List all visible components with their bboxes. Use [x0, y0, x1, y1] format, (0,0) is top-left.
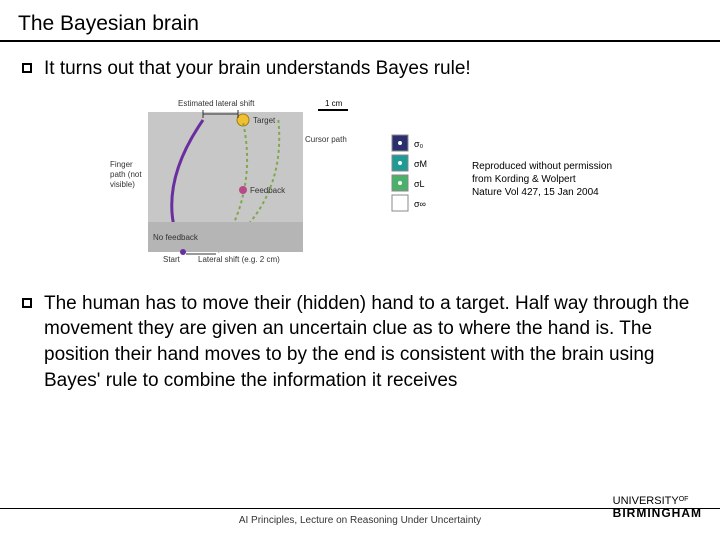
- bullet-1-text: It turns out that your brain understands…: [44, 56, 698, 82]
- svg-text:Estimated lateral shift: Estimated lateral shift: [178, 99, 255, 108]
- legend-block: σ₀ σM σL σ∞: [390, 127, 450, 232]
- caption-line-2: from Kording & Wolpert: [472, 173, 612, 186]
- svg-text:Feedback: Feedback: [250, 186, 286, 195]
- slide-title: The Bayesian brain: [0, 0, 720, 42]
- figure-row: Estimated lateral shift Target Feedback Cur…: [22, 92, 698, 267]
- bullet-1: It turns out that your brain understands…: [22, 56, 698, 82]
- figure-caption: Reproduced without permission from Kordi…: [472, 160, 612, 199]
- university-logo: UNIVERSITYOF BIRMINGHAM: [613, 496, 702, 520]
- bullet-marker: [22, 63, 32, 73]
- svg-text:σ₀: σ₀: [414, 139, 424, 149]
- svg-text:σL: σL: [414, 179, 425, 189]
- bullet-marker: [22, 298, 32, 308]
- svg-text:Start: Start: [163, 255, 181, 264]
- sigma-legend: σ₀ σM σL σ∞: [390, 127, 450, 227]
- bullet-2-text: The human has to move their (hidden) han…: [44, 291, 698, 394]
- title-text: The Bayesian brain: [18, 12, 199, 35]
- logo-of: OF: [679, 496, 689, 503]
- svg-text:Target: Target: [253, 116, 276, 125]
- svg-text:Finger: Finger: [110, 160, 133, 169]
- slide-content: It turns out that your brain understands…: [0, 42, 720, 393]
- slide-footer: AI Principles, Lecture on Reasoning Unde…: [0, 508, 720, 526]
- svg-text:path (not: path (not: [110, 170, 142, 179]
- bullet-2: The human has to move their (hidden) han…: [22, 291, 698, 394]
- svg-text:σM: σM: [414, 159, 427, 169]
- svg-text:1 cm: 1 cm: [325, 99, 343, 108]
- svg-text:σ∞: σ∞: [414, 199, 426, 209]
- svg-text:Cursor path: Cursor path: [305, 135, 347, 144]
- caption-line-1: Reproduced without permission: [472, 160, 612, 173]
- experiment-diagram: Estimated lateral shift Target Feedback Cur…: [108, 92, 368, 267]
- svg-text:Lateral shift (e.g. 2 cm): Lateral shift (e.g. 2 cm): [198, 255, 280, 264]
- caption-line-3: Nature Vol 427, 15 Jan 2004: [472, 186, 612, 199]
- logo-birmingham: BIRMINGHAM: [613, 506, 702, 520]
- svg-text:No feedback: No feedback: [153, 233, 199, 242]
- svg-text:visible): visible): [110, 180, 135, 189]
